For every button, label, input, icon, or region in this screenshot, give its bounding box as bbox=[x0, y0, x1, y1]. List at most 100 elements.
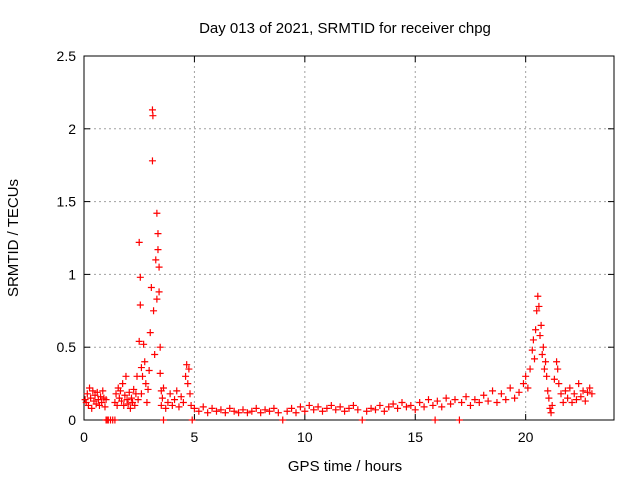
data-point bbox=[524, 384, 532, 392]
data-point bbox=[586, 384, 594, 392]
data-point bbox=[199, 403, 207, 411]
data-point bbox=[310, 406, 318, 414]
plot-frame bbox=[83, 55, 615, 421]
y-tick-label: 2 bbox=[68, 121, 76, 137]
data-point bbox=[376, 401, 384, 409]
data-point bbox=[538, 350, 546, 358]
data-point bbox=[164, 399, 172, 407]
data-point bbox=[93, 388, 101, 396]
x-tick-label: 10 bbox=[297, 429, 313, 445]
data-point bbox=[142, 380, 150, 388]
data-point bbox=[166, 390, 174, 398]
data-point bbox=[296, 403, 304, 411]
data-point bbox=[179, 399, 187, 407]
data-point bbox=[188, 416, 196, 424]
data-point bbox=[118, 397, 126, 405]
data-point bbox=[136, 301, 144, 309]
data-point bbox=[471, 396, 479, 404]
data-point bbox=[493, 399, 501, 407]
data-point bbox=[126, 404, 134, 412]
data-point bbox=[124, 400, 132, 408]
data-point bbox=[380, 407, 388, 415]
data-point bbox=[540, 365, 548, 373]
axis-ticks: 0 5 10 15 20 0 0.5 1 1.5 2 2.5 bbox=[57, 48, 614, 445]
data-point bbox=[175, 403, 183, 411]
data-point bbox=[475, 399, 483, 407]
data-point bbox=[235, 409, 243, 417]
data-point bbox=[528, 346, 536, 354]
data-point bbox=[420, 403, 428, 411]
data-point bbox=[588, 390, 596, 398]
data-point bbox=[134, 396, 142, 404]
data-point bbox=[416, 399, 424, 407]
data-point bbox=[577, 393, 585, 401]
data-point bbox=[319, 407, 326, 415]
data-point bbox=[153, 295, 161, 303]
data-point bbox=[542, 358, 550, 366]
data-point bbox=[274, 409, 282, 417]
data-point bbox=[171, 396, 179, 404]
data-point bbox=[279, 416, 287, 424]
data-point bbox=[226, 404, 234, 412]
data-point bbox=[173, 387, 181, 395]
data-point bbox=[153, 209, 161, 217]
data-point bbox=[554, 365, 562, 373]
data-point bbox=[535, 302, 543, 310]
data-point bbox=[575, 380, 583, 388]
data-point bbox=[155, 263, 163, 271]
data-point bbox=[345, 404, 353, 412]
data-point bbox=[327, 401, 335, 409]
data-point bbox=[570, 390, 578, 398]
data-point bbox=[511, 394, 519, 402]
data-point bbox=[292, 409, 300, 417]
data-point bbox=[135, 238, 143, 246]
data-point bbox=[502, 396, 510, 404]
x-tick-label: 5 bbox=[191, 429, 199, 445]
data-point bbox=[301, 407, 309, 415]
data-point bbox=[190, 404, 198, 412]
data-point bbox=[257, 409, 265, 417]
data-point bbox=[185, 365, 193, 373]
data-point bbox=[140, 340, 148, 348]
data-point bbox=[529, 336, 537, 344]
data-point bbox=[195, 407, 203, 415]
data-point bbox=[561, 387, 569, 395]
data-point bbox=[239, 406, 247, 414]
data-point bbox=[455, 416, 463, 424]
data-point bbox=[547, 409, 555, 417]
data-point bbox=[394, 404, 402, 412]
data-point bbox=[539, 343, 547, 351]
data-point bbox=[545, 394, 553, 402]
data-point bbox=[156, 369, 164, 377]
data-point bbox=[230, 407, 238, 415]
data-point bbox=[152, 256, 160, 264]
x-tick-label: 0 bbox=[80, 429, 88, 445]
data-point bbox=[458, 399, 466, 407]
data-point bbox=[182, 372, 190, 380]
data-point bbox=[125, 388, 133, 396]
data-point bbox=[127, 394, 135, 402]
data-point bbox=[88, 404, 96, 412]
data-point bbox=[113, 401, 121, 409]
data-point bbox=[121, 391, 129, 399]
data-point bbox=[484, 397, 492, 405]
data-point bbox=[101, 403, 109, 411]
data-point bbox=[123, 396, 131, 404]
data-point bbox=[447, 400, 455, 408]
data-point bbox=[462, 393, 470, 401]
data-point bbox=[137, 390, 145, 398]
data-point bbox=[407, 401, 415, 409]
data-point bbox=[145, 366, 153, 374]
data-point bbox=[367, 404, 375, 412]
data-point bbox=[261, 406, 269, 414]
data-point bbox=[266, 407, 273, 415]
data-point bbox=[323, 404, 331, 412]
data-point bbox=[146, 329, 154, 337]
data-point bbox=[341, 407, 349, 415]
data-point bbox=[147, 284, 155, 292]
data-point bbox=[116, 387, 124, 395]
data-point bbox=[130, 385, 138, 393]
data-point bbox=[148, 157, 156, 165]
data-point bbox=[150, 307, 158, 315]
